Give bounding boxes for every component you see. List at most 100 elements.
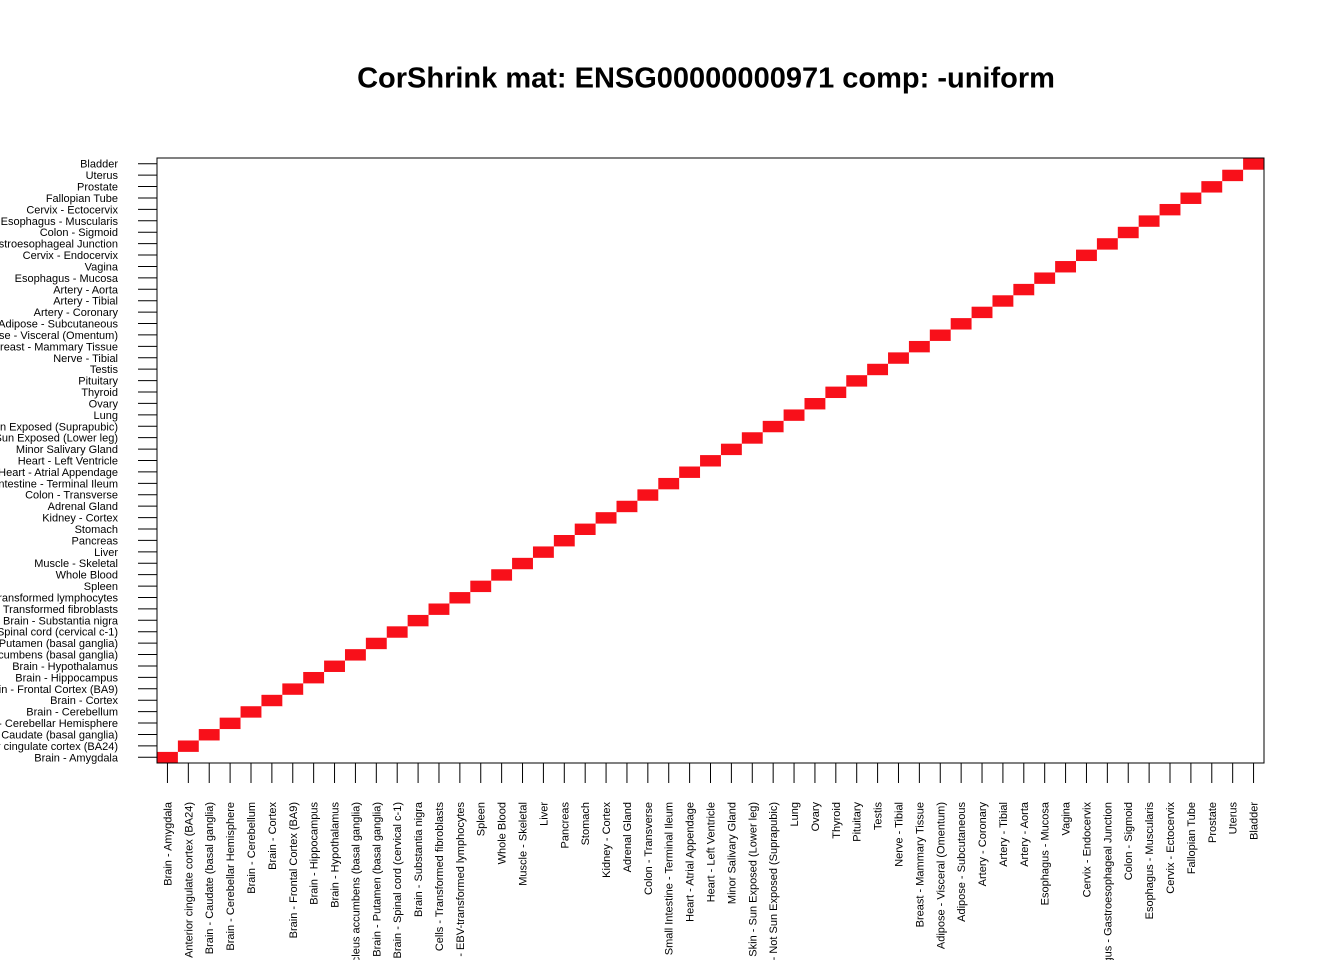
heatmap-cell — [1201, 180, 1223, 193]
heatmap-cell — [240, 591, 262, 604]
heatmap-cell — [386, 169, 408, 182]
heatmap-cell — [637, 294, 659, 307]
heatmap-cell — [971, 226, 993, 239]
heatmap-cell — [470, 637, 492, 650]
heatmap-cell — [261, 158, 283, 170]
heatmap-cell — [428, 603, 450, 615]
heatmap-cell — [449, 489, 471, 501]
heatmap-cell — [157, 454, 179, 467]
heatmap-cell — [950, 717, 972, 730]
heatmap-cell — [700, 215, 722, 227]
heatmap-cell — [616, 694, 638, 707]
heatmap-cell — [1055, 340, 1077, 353]
heatmap-cell — [532, 546, 555, 558]
heatmap-cell — [1243, 374, 1265, 387]
heatmap-cell — [177, 340, 200, 353]
heatmap-cell — [157, 363, 179, 376]
heatmap-cell — [449, 169, 471, 182]
heatmap-cell — [700, 740, 722, 752]
heatmap-cell — [1222, 614, 1244, 627]
heatmap-cell — [700, 180, 722, 193]
heatmap-cell — [1055, 489, 1077, 501]
heatmap-cell — [700, 203, 722, 216]
heatmap-cell — [344, 363, 367, 376]
heatmap-cell — [846, 397, 868, 410]
heatmap-cell — [449, 683, 471, 695]
heatmap-cell — [720, 660, 743, 672]
heatmap-cell — [720, 751, 743, 764]
heatmap-cell — [1055, 500, 1077, 513]
heatmap-cell — [700, 626, 722, 638]
heatmap-cell — [804, 466, 826, 478]
heatmap-cell — [449, 603, 471, 615]
heatmap-cell — [491, 386, 513, 399]
y-tick-label: Stomach — [75, 524, 118, 536]
heatmap-cell — [908, 249, 931, 262]
heatmap-cell — [219, 431, 241, 444]
heatmap-cell — [741, 751, 764, 764]
heatmap-cell — [532, 329, 555, 341]
heatmap-cell — [365, 215, 388, 227]
heatmap-cell — [804, 500, 826, 513]
heatmap-cell — [720, 648, 743, 661]
heatmap-cell — [595, 158, 617, 170]
heatmap-cell — [303, 660, 325, 672]
heatmap-cell — [470, 511, 492, 524]
heatmap-cell — [867, 340, 889, 353]
heatmap-cell — [1096, 431, 1119, 444]
heatmap-cell — [804, 626, 826, 638]
heatmap-cell — [553, 671, 576, 684]
heatmap-cell — [1096, 477, 1119, 490]
heatmap-cell — [574, 694, 596, 707]
heatmap-cell — [762, 386, 784, 399]
heatmap-cell — [950, 272, 972, 284]
heatmap-cell — [720, 294, 743, 307]
heatmap-cell — [177, 249, 200, 262]
heatmap-cell — [449, 363, 471, 376]
heatmap-cell — [1180, 500, 1202, 513]
heatmap-cell — [867, 454, 889, 467]
heatmap-cell — [1201, 352, 1223, 364]
heatmap-cell — [1222, 580, 1244, 593]
heatmap-cell — [637, 683, 659, 695]
heatmap-cell — [804, 237, 826, 250]
heatmap-cell — [532, 192, 555, 204]
heatmap-cell — [992, 283, 1014, 296]
heatmap-cell — [261, 226, 283, 239]
heatmap-cell — [240, 180, 262, 193]
heatmap-cell — [783, 648, 805, 661]
heatmap-cell — [553, 511, 576, 524]
heatmap-cell — [762, 329, 784, 341]
heatmap-cell — [1096, 694, 1119, 707]
heatmap-cell — [1013, 283, 1035, 296]
y-tick-label: Brain - Cerebellar Hemisphere — [0, 718, 118, 730]
heatmap-cell — [574, 614, 596, 627]
heatmap-cell — [1138, 546, 1160, 558]
heatmap-cell — [616, 260, 638, 273]
heatmap-cell — [700, 751, 722, 764]
heatmap-cell — [867, 317, 889, 330]
y-tick-label: Adrenal Gland — [48, 501, 118, 513]
heatmap-cell — [157, 523, 179, 535]
heatmap-cell — [1055, 352, 1077, 364]
heatmap-cell — [1013, 500, 1035, 513]
heatmap-cell — [846, 694, 868, 707]
heatmap-cell — [804, 409, 826, 421]
heatmap-cell — [741, 203, 764, 216]
heatmap-cell — [637, 386, 659, 399]
heatmap-cell — [720, 546, 743, 558]
heatmap-cell — [553, 158, 576, 170]
heatmap-cell — [1222, 374, 1244, 387]
heatmap-cell — [992, 705, 1014, 718]
heatmap-cell — [1076, 500, 1098, 513]
heatmap-cell — [1159, 454, 1181, 467]
heatmap-cell — [1180, 374, 1202, 387]
heatmap-cell — [992, 454, 1014, 467]
heatmap-cell — [365, 614, 388, 627]
heatmap-cell — [867, 215, 889, 227]
heatmap-cell — [532, 500, 555, 513]
heatmap-cell — [491, 329, 513, 341]
heatmap-cell — [700, 717, 722, 730]
heatmap-cell — [282, 431, 304, 444]
x-tick-label: Uterus — [1228, 802, 1240, 835]
